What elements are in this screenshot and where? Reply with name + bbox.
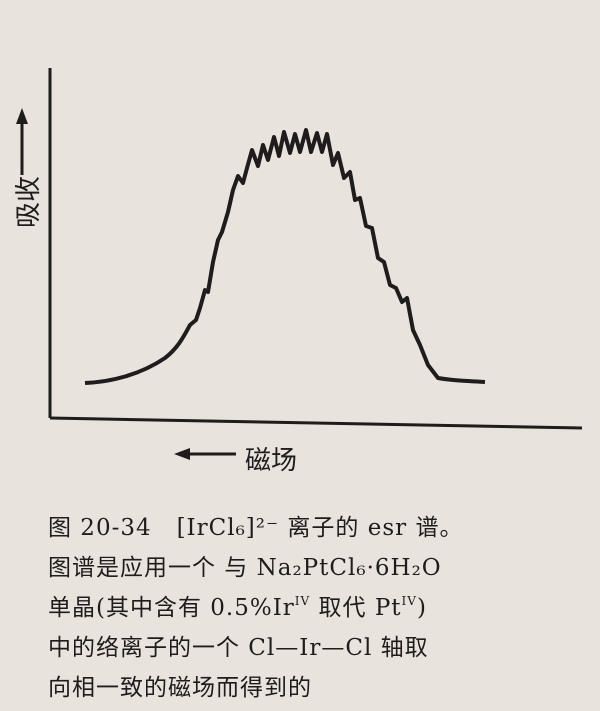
figure-number: 图 20-34: [48, 515, 152, 541]
caption-line: 向相一致的磁场而得到的: [48, 668, 312, 702]
caption-line: 单晶(其中含有 0.5%IrIV 取代 PtIV): [48, 588, 427, 622]
caption-text: [IrCl₆]²⁻ 离子的 esr 谱。: [176, 515, 464, 541]
caption-text: 单晶(其中含有 0.5%Ir: [48, 595, 295, 621]
superscript: IV: [401, 594, 417, 608]
caption-line: 图谱是应用一个 与 Na₂PtCl₆·6H₂O: [48, 548, 442, 582]
caption-text: 中的络离子的一个 Cl—Ir—Cl 轴取: [48, 635, 429, 661]
caption-line: 图 20-34 [IrCl₆]²⁻ 离子的 esr 谱。: [48, 508, 463, 542]
x-arrow-head: [174, 448, 190, 460]
caption-text: 取代 Pt: [318, 595, 402, 621]
caption-text: 图谱是应用一个 与 Na₂PtCl₆·6H₂O: [48, 555, 442, 581]
y-arrow-head: [16, 108, 28, 124]
caption-line: 中的络离子的一个 Cl—Ir—Cl 轴取: [48, 628, 429, 662]
superscript: IV: [294, 594, 311, 608]
figure: [16, 68, 583, 460]
caption-text: ): [416, 595, 427, 621]
x-axis-label: 磁场: [245, 446, 298, 476]
caption-text: 向相一致的磁场而得到的: [48, 675, 312, 701]
spectrum-curve: [84, 128, 486, 385]
x-axis: [49, 416, 583, 430]
y-axis-label: 吸收: [14, 175, 44, 228]
